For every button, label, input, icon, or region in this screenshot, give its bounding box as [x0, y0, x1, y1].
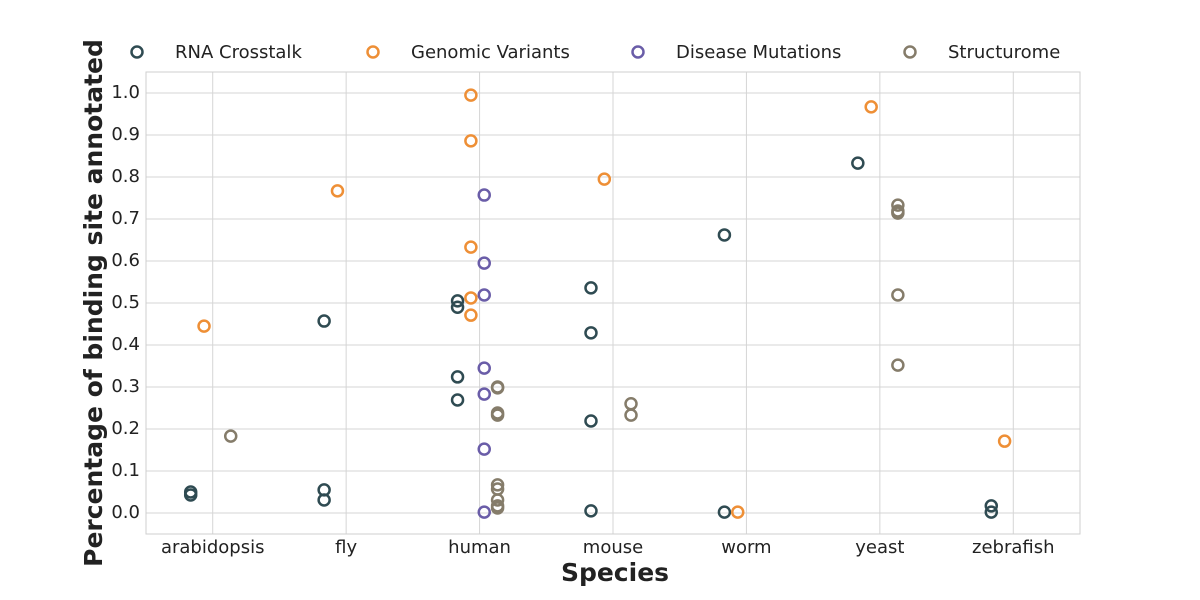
point	[891, 358, 905, 372]
point	[477, 505, 491, 519]
point	[984, 499, 999, 513]
legend-marker	[631, 45, 645, 59]
y-tick-label: 0.4	[111, 334, 140, 355]
legend-label: RNA Crosstalk	[175, 42, 302, 63]
y-tick-label: 0.0	[111, 502, 140, 523]
x-tick-label: fly	[335, 537, 357, 558]
point	[477, 288, 491, 302]
x-tick-label: zebrafish	[972, 537, 1055, 558]
y-tick-label: 0.2	[111, 418, 140, 439]
x-tick-label: human	[448, 537, 511, 558]
legend-label: Structurome	[948, 42, 1060, 63]
legend-label: Disease Mutations	[676, 42, 841, 63]
point	[464, 134, 478, 148]
point	[490, 493, 505, 507]
point	[450, 370, 465, 384]
point	[597, 172, 612, 186]
point	[891, 288, 905, 302]
point	[464, 88, 478, 102]
point	[984, 505, 999, 519]
x-tick-label: worm	[721, 537, 771, 558]
y-axis-label: Percentage of binding site annotated	[79, 39, 108, 567]
point	[197, 319, 211, 333]
legend-label: Genomic Variants	[411, 42, 570, 63]
point	[477, 256, 491, 270]
y-tick-label: 0.5	[111, 292, 140, 313]
point	[997, 434, 1012, 448]
y-tick-label: 0.3	[111, 376, 140, 397]
point	[223, 429, 238, 443]
point	[450, 300, 465, 314]
point	[490, 408, 505, 422]
point	[584, 504, 598, 518]
point	[717, 505, 732, 519]
point	[717, 228, 732, 242]
point	[317, 314, 331, 328]
plot-border	[145, 71, 1081, 535]
y-tick-label: 0.9	[111, 124, 140, 145]
x-tick-label: arabidopsis	[161, 537, 265, 558]
legend-marker	[366, 45, 380, 59]
y-tick-label: 0.8	[111, 166, 140, 187]
point	[584, 281, 598, 295]
x-axis-label: Species	[561, 558, 669, 587]
point	[450, 393, 465, 407]
legend-marker	[903, 45, 917, 59]
point	[864, 100, 878, 114]
y-tick-label: 0.1	[111, 460, 140, 481]
x-tick-label: mouse	[583, 537, 643, 558]
point	[450, 294, 465, 308]
point	[477, 387, 491, 401]
point	[584, 414, 598, 428]
point	[477, 188, 491, 202]
point	[477, 442, 491, 456]
point	[490, 501, 505, 515]
point	[851, 156, 865, 170]
point	[731, 505, 745, 519]
y-tick-label: 0.6	[111, 250, 140, 271]
point	[891, 198, 905, 212]
point	[477, 361, 491, 375]
y-tick-label: 1.0	[111, 82, 140, 103]
point	[490, 381, 505, 395]
legend-marker	[130, 45, 144, 59]
x-tick-label: yeast	[855, 537, 904, 558]
point	[624, 408, 638, 422]
point	[584, 326, 598, 340]
y-tick-label: 0.7	[111, 208, 140, 229]
point	[464, 240, 478, 254]
point	[330, 184, 345, 198]
point	[464, 308, 478, 322]
point	[317, 493, 331, 507]
point	[891, 206, 905, 220]
point	[490, 478, 505, 492]
point	[183, 488, 198, 502]
point	[464, 291, 478, 305]
